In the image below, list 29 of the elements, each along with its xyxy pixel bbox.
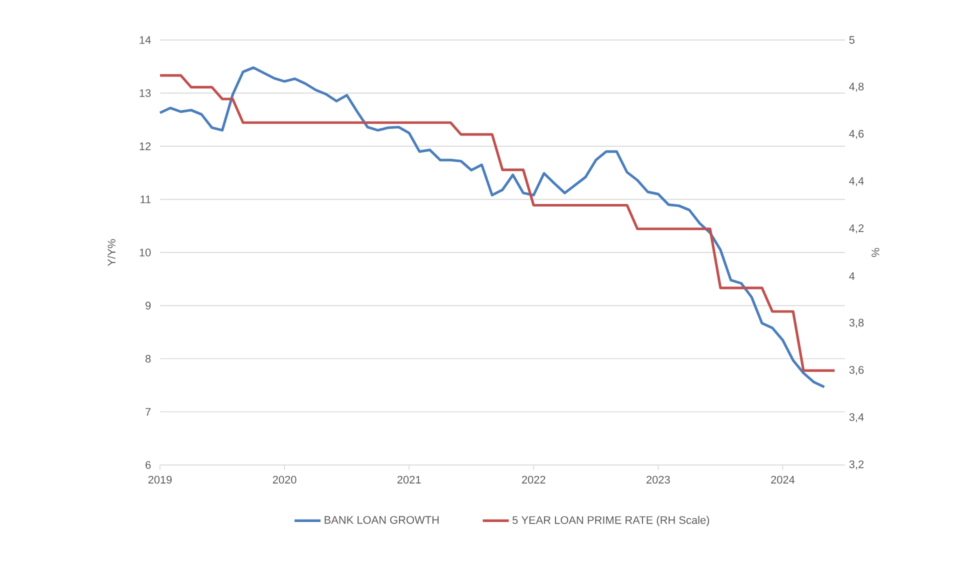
y-tick-label: 9 (146, 302, 151, 310)
y2-tick-label: 3,4 (849, 413, 864, 422)
y2-tick-label: 4,8 (849, 82, 864, 92)
y2-axis-title: % (872, 248, 880, 257)
y2-tick-label: 3,2 (849, 460, 864, 470)
y-tick-label: 14 (140, 36, 151, 44)
y2-tick-label: 5 (849, 36, 854, 44)
y2-tick-label: 3,6 (849, 366, 864, 376)
x-tick-label: 2023 (646, 476, 670, 484)
x-tick-label: 2020 (272, 476, 296, 484)
x-tick-label: 2024 (771, 476, 795, 484)
y2-tick-label: 4 (849, 272, 855, 280)
y-tick-label: 6 (146, 461, 151, 469)
legend-label: 5 YEAR LOAN PRIME RATE (RH Scale) (512, 516, 710, 526)
legend-label: BANK LOAN GROWTH (324, 516, 439, 524)
y2-tick-label: 4,6 (849, 130, 864, 139)
y2-tick-label: 3,8 (849, 318, 864, 328)
x-tick-label: 2021 (397, 476, 421, 484)
y-tick-label: 8 (146, 354, 151, 363)
y-tick-label: 11 (140, 196, 151, 204)
y-tick-label: 12 (140, 142, 151, 150)
y2-tick-label: 4,2 (849, 224, 864, 234)
y2-tick-label: 4,4 (849, 177, 864, 186)
y-tick-label: 10 (140, 248, 151, 256)
y-tick-label: 13 (140, 89, 151, 97)
y-tick-label: 7 (146, 408, 151, 416)
x-tick-label: 2022 (522, 476, 546, 484)
x-tick-label: 2019 (148, 476, 172, 484)
y-axis-title: Y/Y% (107, 239, 116, 266)
